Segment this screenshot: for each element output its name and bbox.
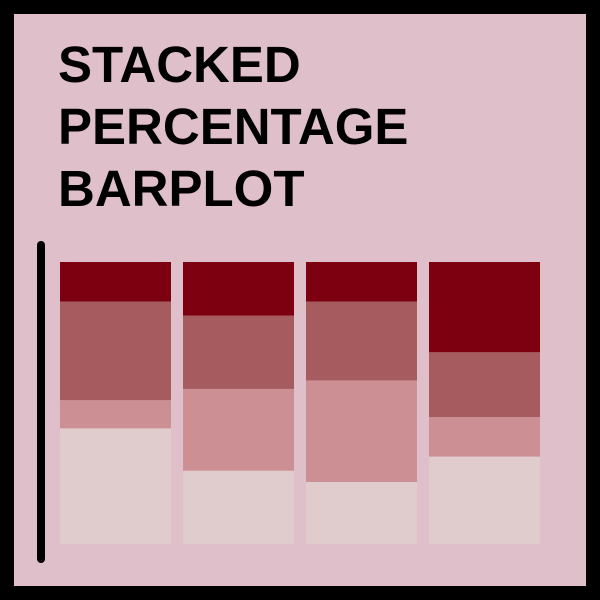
bar-segment-a-s4 (60, 262, 171, 301)
bar-segment-d-s1 (429, 457, 540, 544)
bar-segment-c-s1 (306, 482, 417, 544)
bar-segment-b-s1 (183, 471, 294, 544)
bar-segment-c-s2 (306, 380, 417, 482)
bar-segment-a-s2 (60, 400, 171, 428)
bar-segment-a-s3 (60, 301, 171, 400)
bar-segment-a-s1 (60, 428, 171, 544)
bar-segment-d-s3 (429, 352, 540, 417)
bar-segment-c-s4 (306, 262, 417, 301)
bar-group (60, 262, 540, 544)
bar-segment-d-s2 (429, 417, 540, 456)
bar-segment-b-s2 (183, 389, 294, 471)
bar-segment-b-s4 (183, 262, 294, 316)
bar-segment-d-s4 (429, 262, 540, 352)
bar-segment-b-s3 (183, 316, 294, 389)
bar-segment-c-s3 (306, 301, 417, 380)
